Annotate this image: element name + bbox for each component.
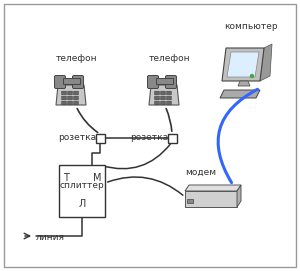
FancyBboxPatch shape bbox=[167, 91, 171, 95]
FancyBboxPatch shape bbox=[187, 199, 193, 203]
Text: розетка: розетка bbox=[58, 133, 96, 141]
FancyBboxPatch shape bbox=[62, 101, 66, 105]
FancyBboxPatch shape bbox=[166, 76, 176, 89]
Polygon shape bbox=[149, 85, 179, 105]
Text: розетка: розетка bbox=[130, 133, 168, 141]
Text: М: М bbox=[93, 173, 101, 183]
FancyBboxPatch shape bbox=[161, 91, 165, 95]
FancyBboxPatch shape bbox=[74, 91, 78, 95]
Text: Л: Л bbox=[78, 199, 85, 209]
Text: Т: Т bbox=[63, 173, 69, 183]
FancyBboxPatch shape bbox=[167, 134, 176, 143]
FancyBboxPatch shape bbox=[74, 101, 78, 105]
FancyBboxPatch shape bbox=[55, 76, 65, 89]
Text: модем: модем bbox=[185, 168, 217, 177]
FancyBboxPatch shape bbox=[155, 96, 159, 100]
FancyBboxPatch shape bbox=[4, 4, 296, 267]
Text: сплиттер: сплиттер bbox=[60, 180, 104, 189]
FancyBboxPatch shape bbox=[155, 91, 159, 95]
FancyBboxPatch shape bbox=[157, 79, 173, 85]
FancyBboxPatch shape bbox=[73, 76, 83, 89]
Polygon shape bbox=[56, 85, 86, 105]
FancyBboxPatch shape bbox=[161, 101, 165, 105]
FancyBboxPatch shape bbox=[148, 76, 158, 89]
FancyBboxPatch shape bbox=[167, 96, 171, 100]
Text: линия: линия bbox=[36, 233, 65, 241]
Circle shape bbox=[250, 75, 254, 78]
FancyBboxPatch shape bbox=[74, 96, 78, 100]
Polygon shape bbox=[185, 191, 237, 207]
Polygon shape bbox=[227, 52, 259, 77]
FancyBboxPatch shape bbox=[95, 134, 104, 143]
Polygon shape bbox=[222, 48, 264, 81]
FancyBboxPatch shape bbox=[68, 96, 72, 100]
FancyBboxPatch shape bbox=[68, 101, 72, 105]
FancyBboxPatch shape bbox=[62, 91, 66, 95]
Polygon shape bbox=[260, 44, 272, 81]
Text: компьютер: компьютер bbox=[224, 22, 278, 31]
FancyBboxPatch shape bbox=[161, 96, 165, 100]
FancyBboxPatch shape bbox=[68, 91, 72, 95]
FancyBboxPatch shape bbox=[167, 101, 171, 105]
Polygon shape bbox=[185, 185, 241, 191]
Polygon shape bbox=[238, 81, 250, 86]
FancyBboxPatch shape bbox=[62, 96, 66, 100]
FancyBboxPatch shape bbox=[59, 165, 105, 217]
FancyBboxPatch shape bbox=[155, 101, 159, 105]
FancyBboxPatch shape bbox=[64, 79, 80, 85]
Text: телефон: телефон bbox=[56, 54, 98, 63]
Text: телефон: телефон bbox=[149, 54, 190, 63]
Polygon shape bbox=[220, 90, 260, 98]
Polygon shape bbox=[237, 185, 241, 207]
